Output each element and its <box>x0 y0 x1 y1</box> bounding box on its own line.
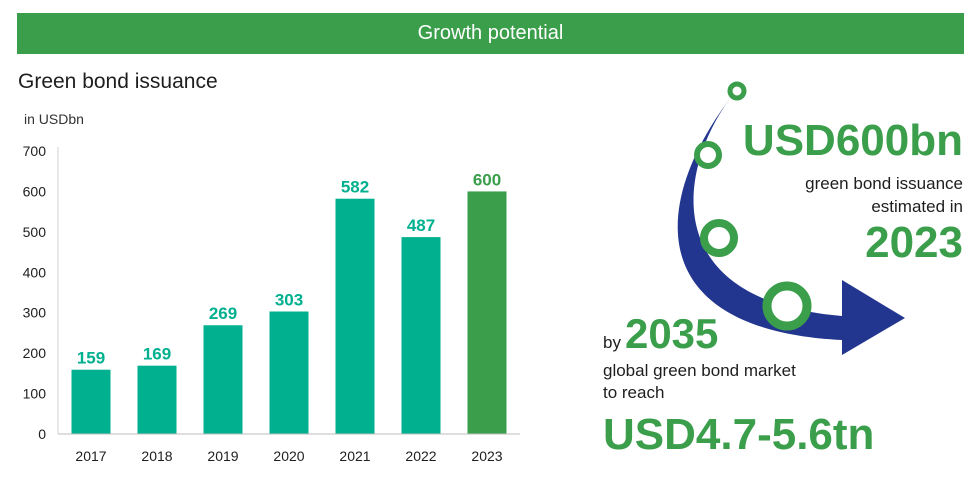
data-label-2022: 487 <box>407 216 435 235</box>
header-title: Growth potential <box>417 22 564 44</box>
y-tick-label: 200 <box>23 345 47 361</box>
x-tick-label-2021: 2021 <box>339 448 370 464</box>
headline-by-2035: by 2035 <box>603 310 718 358</box>
bar-series: 159 169 269 303 582 487 600 <box>71 170 507 434</box>
growth-arrow-graphic <box>677 81 905 355</box>
growth-arrow-body <box>677 92 905 355</box>
issuance-note-line2: estimated in <box>871 197 963 216</box>
x-tick-label-2020: 2020 <box>273 448 304 464</box>
headline-amount-2035: USD4.7-5.6tn <box>603 410 875 459</box>
headline-issuance-note: green bond issuance estimated in <box>805 172 963 218</box>
arrow-ring-xlarge <box>762 281 812 331</box>
market-note-line2: to reach <box>603 383 665 402</box>
y-tick-label: 600 <box>23 183 47 199</box>
arrow-ring-small <box>727 81 747 101</box>
y-axis-unit-label: in USDbn <box>24 111 84 127</box>
y-tick-label: 0 <box>38 426 46 442</box>
y-tick-label: 400 <box>23 264 47 280</box>
data-label-2018: 169 <box>143 345 171 364</box>
headline-amount-2023: USD600bn <box>742 116 963 165</box>
bar-2021 <box>335 198 375 434</box>
y-tick-label: 500 <box>23 224 47 240</box>
data-label-2020: 303 <box>275 291 303 310</box>
bar-2019 <box>203 325 243 434</box>
market-note-line1: global green bond market <box>603 361 796 380</box>
bar-2018 <box>137 365 177 434</box>
data-label-2019: 269 <box>209 304 237 323</box>
y-tick-label: 300 <box>23 305 47 321</box>
x-axis: 2017 2018 2019 2020 2021 2022 2023 <box>58 433 520 464</box>
issuance-note-line1: green bond issuance <box>805 174 963 193</box>
y-tick-label: 100 <box>23 386 47 402</box>
arrow-ring-large <box>700 219 738 257</box>
bar-2017 <box>71 369 111 434</box>
header-banner: Growth potential <box>17 13 964 54</box>
y-axis: 0 100 200 300 400 500 600 700 <box>23 143 59 442</box>
headline-market-note: global green bond market to reach <box>603 360 796 404</box>
bar-2022 <box>401 237 441 434</box>
data-label-2021: 582 <box>341 178 369 197</box>
by-label: by <box>603 333 621 352</box>
chart-title: Green bond issuance <box>18 70 218 93</box>
bar-2020 <box>269 311 309 434</box>
x-tick-label-2018: 2018 <box>141 448 172 464</box>
data-label-2017: 159 <box>77 349 105 368</box>
x-tick-label-2022: 2022 <box>405 448 436 464</box>
y-tick-label: 700 <box>23 143 47 159</box>
x-tick-label-2019: 2019 <box>207 448 238 464</box>
x-tick-label-2023: 2023 <box>471 448 502 464</box>
x-tick-label-2017: 2017 <box>75 448 106 464</box>
headline-year-2035: 2035 <box>624 310 719 357</box>
headline-year-2023: 2023 <box>865 218 963 267</box>
data-label-2023: 600 <box>473 170 501 189</box>
bar-2023 <box>467 191 507 434</box>
arrow-ring-medium <box>694 141 722 169</box>
